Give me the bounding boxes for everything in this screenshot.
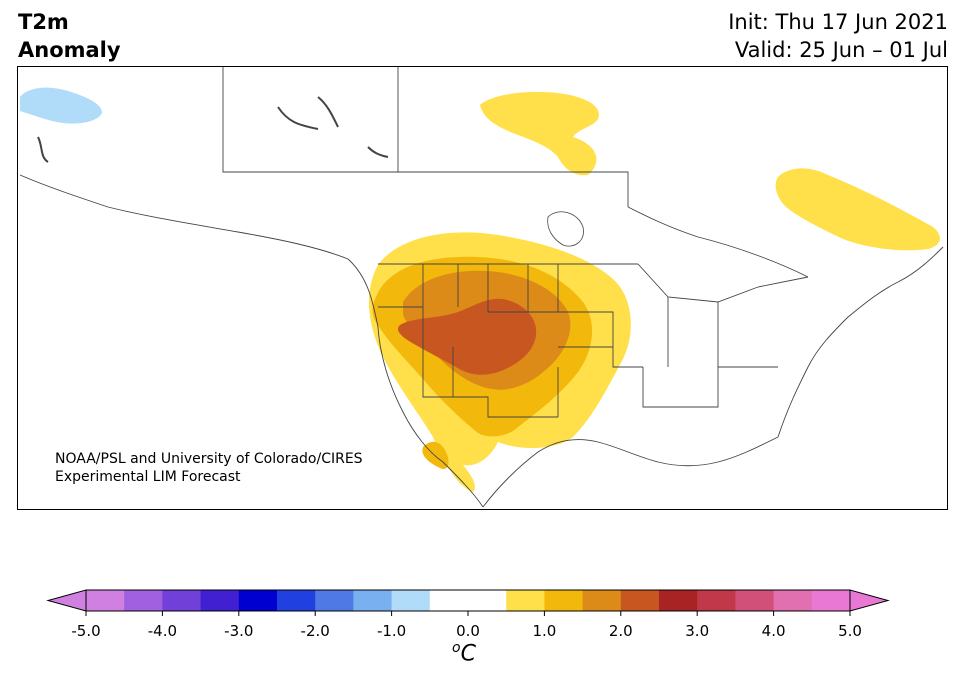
colorbar-ticks: -5.0 -4.0 -3.0 -2.0 -1.0 0.0 1.0 2.0 3.0 4.0 5.0 bbox=[71, 611, 862, 640]
colorbar-outline bbox=[85, 589, 851, 612]
forecast-dates: Init: Thu 17 Jun 2021 Valid: 25 Jun – 01… bbox=[728, 8, 948, 64]
colorbar-cell bbox=[391, 590, 431, 611]
units-degree: o bbox=[452, 640, 461, 656]
colorbar-cell bbox=[124, 590, 163, 611]
warm-anomaly-nunavut bbox=[480, 91, 599, 176]
colorbar-tick-label: 1.0 bbox=[532, 622, 556, 640]
lakes-rivers bbox=[37, 96, 389, 163]
colorbar-cell bbox=[162, 590, 202, 611]
init-date: Init: Thu 17 Jun 2021 bbox=[728, 10, 948, 34]
colorbar-cell bbox=[811, 590, 851, 611]
valid-date: Valid: 25 Jun – 01 Jul bbox=[734, 38, 948, 62]
cool-anomaly-alaska bbox=[20, 87, 103, 124]
colorbar-cell bbox=[544, 590, 584, 611]
warm-anomaly-quebec bbox=[775, 168, 940, 251]
colorbar-cell bbox=[506, 590, 545, 611]
colorbar-cell bbox=[200, 590, 240, 611]
colorbar-cell bbox=[659, 590, 698, 611]
colorbar-cell bbox=[315, 590, 354, 611]
colorbar-cell bbox=[582, 590, 622, 611]
colorbar-cell bbox=[697, 590, 736, 611]
colorbar-cell bbox=[353, 590, 393, 611]
hudson-bay-outline bbox=[547, 211, 584, 247]
colorbar-tick-label: -5.0 bbox=[71, 622, 100, 640]
colorbar-extend-high bbox=[849, 589, 890, 612]
colorbar-cells bbox=[46, 589, 890, 612]
colorbar-tick-label: -2.0 bbox=[301, 622, 330, 640]
colorbar-cell bbox=[238, 590, 278, 611]
colorbar-tick-label: 2.0 bbox=[609, 622, 633, 640]
map-canvas bbox=[19, 67, 944, 508]
credit-line-2: Experimental LIM Forecast bbox=[55, 469, 241, 485]
colorbar-tick-label: -1.0 bbox=[377, 622, 406, 640]
colorbar-cell bbox=[277, 590, 316, 611]
units-letter: C bbox=[460, 641, 476, 667]
colorbar-cell bbox=[773, 590, 813, 611]
warm-anomaly-west bbox=[368, 232, 631, 493]
colorbar-cell bbox=[468, 590, 507, 611]
colorbar-tick-label: 4.0 bbox=[762, 622, 786, 640]
title-line-2: Anomaly bbox=[18, 38, 121, 62]
boundaries bbox=[19, 67, 944, 508]
colorbar-units: oC bbox=[452, 640, 476, 666]
colorbar-cell bbox=[620, 590, 660, 611]
anomaly-map bbox=[17, 66, 948, 510]
colorbar-tick-label: 3.0 bbox=[685, 622, 709, 640]
colorbar-tick-label: -3.0 bbox=[224, 622, 253, 640]
title-line-1: T2m bbox=[18, 10, 69, 34]
colorbar-cell bbox=[429, 590, 469, 611]
colorbar-tick-label: 0.0 bbox=[456, 622, 480, 640]
colorbar-tick-label: 5.0 bbox=[838, 622, 862, 640]
credit-text: NOAA/PSL and University of Colorado/CIRE… bbox=[55, 450, 363, 486]
colorbar-cell bbox=[735, 590, 775, 611]
credit-line-1: NOAA/PSL and University of Colorado/CIRE… bbox=[55, 451, 363, 467]
colorbar-extend-low bbox=[46, 589, 87, 612]
map-title: T2m Anomaly bbox=[18, 8, 121, 64]
colorbar-cell bbox=[86, 590, 125, 611]
colorbar-tick-label: -4.0 bbox=[148, 622, 177, 640]
